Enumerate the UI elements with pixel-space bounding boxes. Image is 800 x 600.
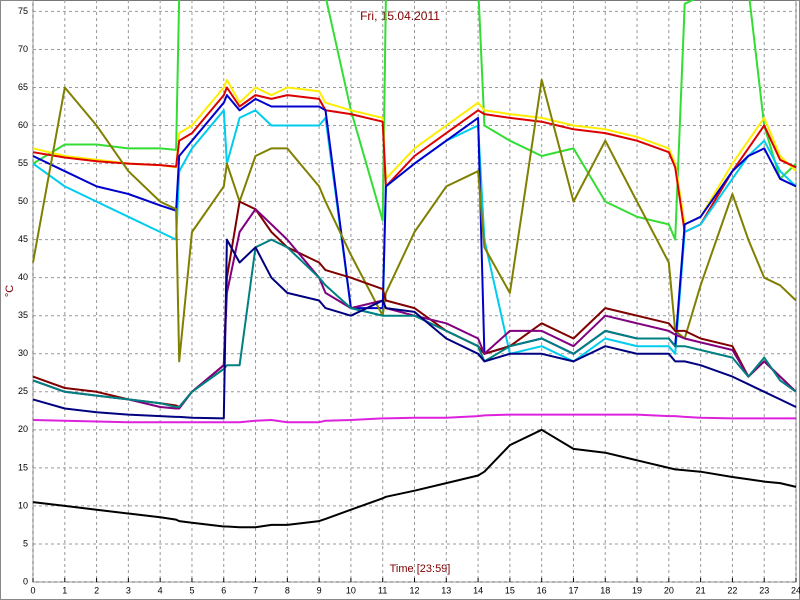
chart-title: Fri, 15.04.2011 — [360, 9, 440, 23]
y-tick-label: 10 — [18, 500, 28, 510]
x-tick-label: 8 — [285, 585, 290, 595]
x-axis-label: Time [23:59] — [390, 563, 451, 575]
x-tick-label: 14 — [473, 585, 483, 595]
y-tick-label: 25 — [18, 386, 28, 396]
x-tick-label: 10 — [346, 585, 356, 595]
x-tick-label: 15 — [505, 585, 515, 595]
x-tick-label: 16 — [537, 585, 547, 595]
y-tick-label: 15 — [18, 462, 28, 472]
y-tick-label: 0 — [23, 576, 28, 586]
y-tick-label: 40 — [18, 272, 28, 282]
y-tick-label: 75 — [18, 6, 28, 16]
x-tick-label: 5 — [189, 585, 194, 595]
y-tick-label: 50 — [18, 196, 28, 206]
x-tick-label: 4 — [158, 585, 163, 595]
y-axis-label: °C — [4, 285, 16, 297]
x-tick-label: 19 — [632, 585, 642, 595]
x-tick-label: 18 — [600, 585, 610, 595]
x-tick-label: 11 — [378, 585, 387, 595]
x-tick-label: 22 — [727, 585, 737, 595]
series-line — [32, 413, 796, 424]
x-tick-label: 20 — [664, 585, 674, 595]
x-tick-label: 0 — [30, 585, 35, 595]
series-line — [32, 428, 797, 529]
y-tick-label: 30 — [18, 348, 28, 358]
x-tick-label: 21 — [696, 585, 706, 595]
x-tick-label: 2 — [94, 585, 99, 595]
x-tick-label: 1 — [62, 585, 67, 595]
y-tick-label: 20 — [18, 424, 28, 434]
x-tick-label: 6 — [221, 585, 226, 595]
y-tick-label: 45 — [18, 234, 28, 244]
x-tick-label: 7 — [253, 585, 258, 595]
y-tick-label: 55 — [18, 158, 28, 168]
series-line — [32, 238, 797, 408]
x-tick-label: 12 — [409, 585, 419, 595]
x-tick-label: 13 — [441, 585, 451, 595]
series-line — [32, 238, 797, 420]
y-tick-label: 65 — [18, 82, 28, 92]
y-tick-label: 60 — [18, 120, 28, 130]
x-tick-label: 23 — [759, 585, 769, 595]
y-tick-label: 35 — [18, 310, 28, 320]
series-line — [32, 0, 797, 241]
x-tick-label: 9 — [317, 585, 322, 595]
x-tick-label: 17 — [568, 585, 578, 595]
y-tick-label: 5 — [23, 538, 28, 548]
x-tick-label: 3 — [126, 585, 131, 595]
series-line — [32, 94, 797, 355]
x-tick-label: 24 — [791, 585, 800, 595]
y-tick-label: 70 — [18, 44, 28, 54]
